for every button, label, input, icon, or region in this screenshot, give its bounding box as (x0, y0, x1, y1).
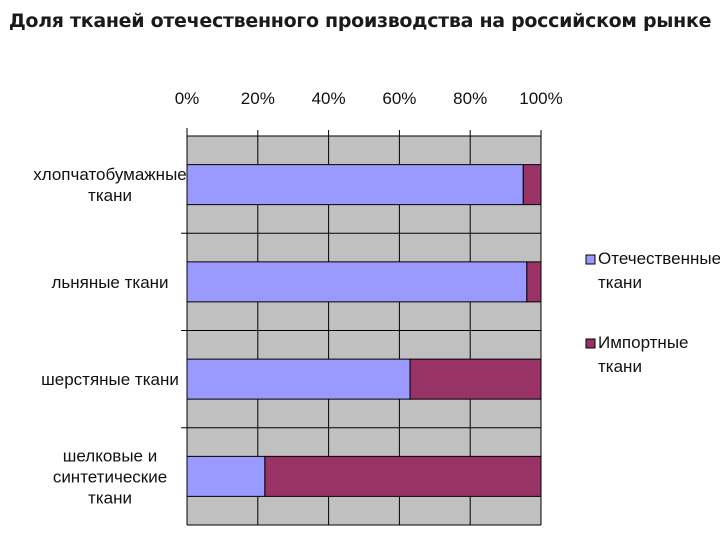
bar-import (409, 358, 542, 400)
bar-import (526, 261, 542, 303)
bar-domestic (186, 455, 266, 497)
x-tick-label: 80% (453, 89, 487, 108)
legend-label: Отечественные ткани (598, 249, 720, 292)
bar-domestic (186, 358, 411, 400)
x-tick-label: 100% (519, 89, 562, 108)
category-label: льняные ткани (51, 273, 168, 292)
category-label: шерстяные ткани (41, 370, 179, 389)
bar-import (522, 164, 542, 206)
bar-domestic (186, 164, 524, 206)
chart-title: Доля тканей отечественного производства … (8, 10, 712, 32)
legend-swatch (585, 338, 596, 349)
x-tick-label: 20% (241, 89, 275, 108)
x-tick-label: 0% (175, 89, 200, 108)
bar-import (264, 455, 542, 497)
legend-swatch (585, 254, 596, 265)
x-tick-label: 40% (312, 89, 346, 108)
legend-label: Импортные ткани (598, 333, 689, 376)
category-label: шелковые и синтетические ткани (53, 446, 167, 507)
x-tick-label: 60% (382, 89, 416, 108)
category-label: хлопчатобумажные ткани (33, 165, 187, 205)
bar-domestic (186, 261, 528, 303)
